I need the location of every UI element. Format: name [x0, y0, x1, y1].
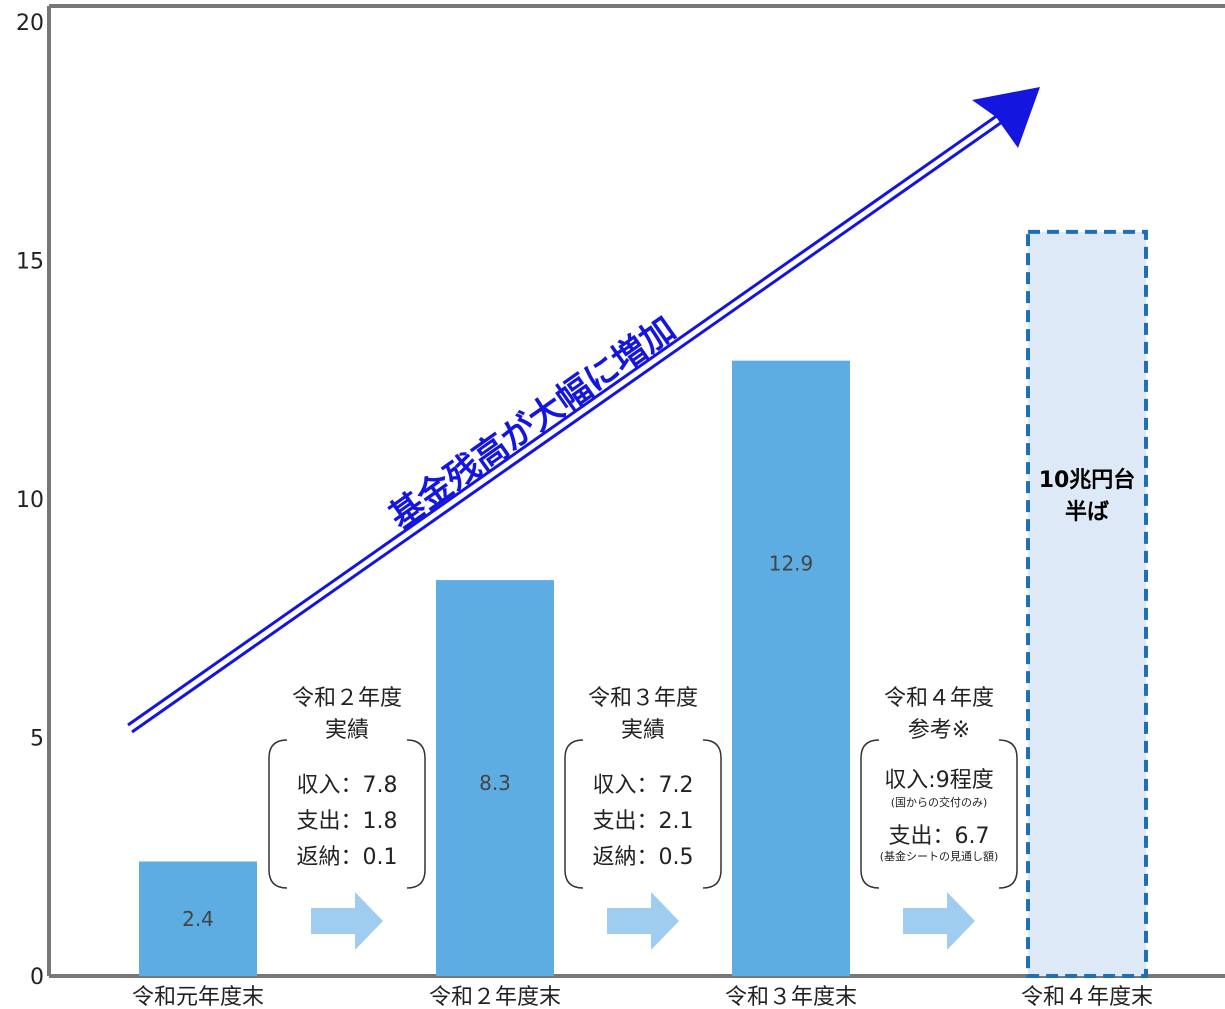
flow-note-title: 実績 [325, 718, 369, 743]
category-label: 令和４年度末 [1021, 985, 1153, 1009]
bracket-left [268, 739, 288, 889]
flow-note-line: 支出：2.1 [593, 809, 694, 834]
flow-arrow-icon [903, 892, 975, 950]
bracket-left [860, 739, 880, 889]
flow-note-line: 収入：7.2 [593, 773, 694, 798]
flow-note-line: 収入：7.8 [297, 773, 398, 798]
estimated-label: 半ば [1065, 500, 1109, 525]
flow-note-line: (基金シートの見通し額) [880, 849, 999, 863]
flow-note-title: 令和２年度 [292, 686, 402, 711]
flow-arrow-icon [607, 892, 679, 950]
trend-arrow [127, 87, 1040, 734]
flow-note-title: 参考※ [908, 718, 970, 743]
flow-arrow-icon [311, 892, 383, 950]
flow-note-line: 支出：6.7 [889, 824, 990, 849]
y-tick-label: 0 [30, 965, 44, 990]
trend-annotation: 基金残高が大幅に増加 [382, 309, 683, 538]
flow-note-line: 返納：0.5 [593, 845, 694, 870]
bar-value-label: 12.9 [769, 552, 814, 576]
flow-note-line: 支出：1.8 [297, 809, 398, 834]
flow-note-title: 令和３年度 [588, 686, 698, 711]
bracket-left [564, 739, 584, 889]
flow-note-title: 実績 [621, 718, 665, 743]
category-label: 令和元年度末 [132, 985, 264, 1009]
y-tick-label: 15 [16, 250, 44, 275]
y-tick-labels: 0 5 10 15 20 [16, 11, 44, 990]
category-labels: 令和元年度末 令和２年度末 令和３年度末 令和４年度末 [132, 985, 1153, 1009]
category-label: 令和２年度末 [429, 985, 561, 1009]
bar [139, 861, 257, 976]
bracket-right [998, 739, 1018, 889]
estimated-label: 10兆円台 [1039, 467, 1136, 493]
flow-note-title: 令和４年度 [884, 686, 994, 711]
bar-value-label: 8.3 [479, 771, 511, 795]
y-tick-label: 5 [30, 727, 44, 752]
bar [732, 360, 850, 976]
flow-note-line: 収入:9程度 [884, 768, 993, 793]
bar-value-label: 2.4 [182, 907, 214, 931]
bar [436, 580, 554, 976]
y-tick-label: 20 [16, 11, 44, 36]
bracket-right [406, 739, 426, 889]
category-label: 令和３年度末 [725, 985, 857, 1009]
bracket-right [702, 739, 722, 889]
flow-note-line: 返納：0.1 [297, 845, 398, 870]
y-tick-label: 10 [16, 488, 44, 513]
flow-note-line: (国からの交付のみ) [891, 795, 988, 809]
bar-estimated [1026, 229, 1148, 978]
